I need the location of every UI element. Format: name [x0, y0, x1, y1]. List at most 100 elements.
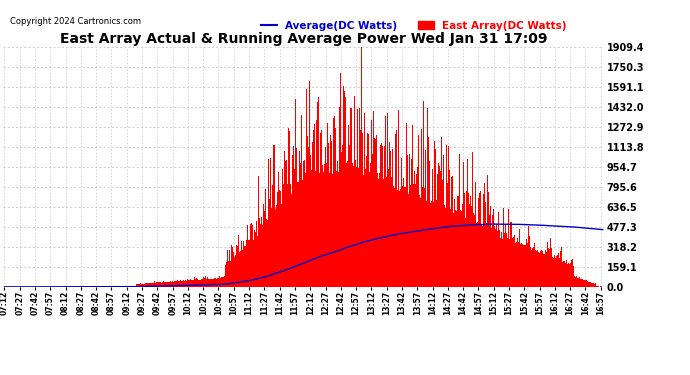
Bar: [104, 286, 105, 287]
Bar: [121, 286, 122, 287]
Bar: [434, 141, 435, 287]
Bar: [276, 205, 277, 287]
Bar: [335, 128, 336, 287]
Bar: [429, 161, 430, 287]
Bar: [481, 224, 482, 287]
Bar: [444, 205, 445, 287]
Bar: [170, 281, 171, 287]
Bar: [577, 278, 578, 287]
Bar: [186, 281, 188, 287]
Bar: [581, 279, 582, 287]
Bar: [490, 206, 491, 287]
Bar: [148, 284, 150, 287]
Bar: [346, 164, 348, 287]
Bar: [483, 194, 484, 287]
Bar: [204, 278, 205, 287]
Bar: [442, 180, 443, 287]
Bar: [433, 202, 434, 287]
Bar: [141, 284, 143, 287]
Bar: [239, 252, 240, 287]
Bar: [252, 225, 253, 287]
Bar: [152, 283, 154, 287]
Bar: [367, 133, 368, 287]
Bar: [337, 161, 338, 287]
Bar: [242, 250, 244, 287]
Bar: [195, 278, 197, 287]
Bar: [256, 221, 257, 287]
Bar: [402, 186, 404, 287]
Bar: [466, 159, 468, 287]
Bar: [588, 282, 589, 287]
Bar: [598, 286, 599, 287]
Bar: [137, 284, 139, 287]
Bar: [268, 159, 269, 287]
Bar: [218, 278, 219, 287]
Bar: [497, 231, 498, 287]
Bar: [322, 165, 323, 287]
Bar: [156, 282, 157, 287]
Bar: [470, 196, 471, 287]
Bar: [589, 282, 590, 287]
Bar: [564, 264, 566, 287]
Bar: [166, 282, 167, 287]
Bar: [448, 146, 449, 287]
Bar: [208, 279, 209, 287]
Bar: [220, 278, 221, 287]
Bar: [578, 278, 579, 287]
Bar: [426, 201, 427, 287]
Bar: [199, 280, 201, 287]
Bar: [146, 284, 147, 287]
Bar: [385, 116, 386, 287]
Bar: [369, 172, 370, 287]
Bar: [271, 208, 272, 287]
Bar: [280, 190, 282, 287]
Bar: [162, 282, 163, 287]
Bar: [389, 141, 391, 287]
Bar: [548, 248, 549, 287]
Bar: [383, 178, 384, 287]
Bar: [150, 283, 152, 287]
Bar: [365, 170, 366, 287]
Bar: [477, 222, 478, 287]
Bar: [395, 134, 396, 287]
Bar: [472, 152, 473, 287]
Bar: [94, 286, 95, 287]
Bar: [482, 226, 483, 287]
Bar: [469, 204, 470, 287]
Bar: [212, 279, 213, 287]
Bar: [538, 252, 539, 287]
Bar: [244, 246, 246, 287]
Bar: [455, 210, 457, 287]
Bar: [393, 186, 394, 287]
Bar: [287, 184, 288, 287]
Bar: [515, 242, 517, 287]
Bar: [224, 276, 225, 287]
Bar: [103, 286, 104, 287]
Bar: [551, 248, 552, 287]
Bar: [319, 173, 320, 287]
Bar: [254, 230, 255, 287]
Bar: [428, 137, 429, 287]
Bar: [540, 252, 541, 287]
Bar: [277, 192, 278, 287]
Bar: [568, 262, 569, 287]
Bar: [231, 245, 233, 287]
Bar: [159, 282, 160, 287]
Bar: [592, 283, 593, 287]
Bar: [474, 215, 475, 287]
Bar: [168, 282, 169, 287]
Bar: [217, 278, 218, 287]
Bar: [119, 286, 120, 287]
Bar: [171, 282, 172, 287]
Bar: [397, 190, 398, 287]
Bar: [160, 282, 161, 287]
Bar: [339, 107, 340, 287]
Bar: [537, 250, 538, 287]
Bar: [180, 280, 181, 287]
Bar: [332, 174, 333, 287]
Bar: [325, 147, 326, 287]
Bar: [327, 123, 328, 287]
Bar: [299, 163, 301, 287]
Bar: [359, 130, 361, 287]
Bar: [571, 259, 573, 287]
